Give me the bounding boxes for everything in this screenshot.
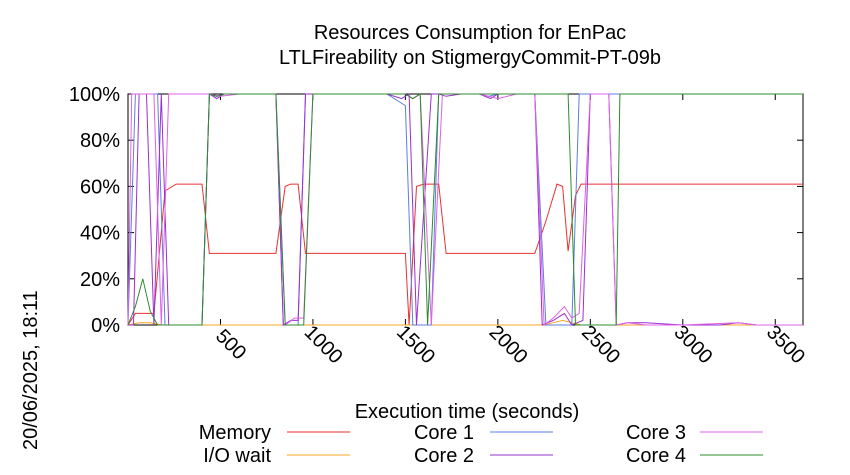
series-line-core-1 <box>127 93 803 326</box>
x-tick-label: 500 <box>211 325 250 364</box>
series-lines <box>127 93 803 326</box>
series-line-memory <box>127 183 803 326</box>
x-tick-label: 3500 <box>762 321 809 368</box>
legend-label-core-1: Core 1 <box>414 422 474 444</box>
series-line-core-4 <box>127 93 803 326</box>
chart-title: Resources Consumption for EnPac <box>314 22 626 44</box>
x-axis-label: Execution time (seconds) <box>355 401 580 423</box>
plot-frame <box>127 93 804 326</box>
y-tick-label: 0% <box>91 315 120 337</box>
x-tick-label: 1000 <box>300 321 347 368</box>
x-tick-label: 2500 <box>577 321 624 368</box>
y-tick-label: 20% <box>80 269 120 291</box>
legend-label-core-2: Core 2 <box>414 445 474 467</box>
y-tick-label: 80% <box>80 130 120 152</box>
chart-subtitle: LTLFireability on StigmergyCommit-PT-09b <box>279 47 661 69</box>
y-tick-label: 60% <box>80 176 120 198</box>
x-tick-label: 2000 <box>485 321 532 368</box>
legend-label-core-4: Core 4 <box>626 445 686 467</box>
y-axis: 0% 20% 40% 60% 80% 100% <box>69 84 803 337</box>
legend-label-i-o-wait: I/O wait <box>203 445 271 467</box>
legend-label-core-3: Core 3 <box>626 422 686 444</box>
y-tick-label: 40% <box>80 223 120 245</box>
legend-label-memory: Memory <box>199 422 271 444</box>
series-line-core-2 <box>128 93 803 326</box>
timestamp-label: 20/06/2025, 18:11 <box>20 290 42 450</box>
series-line-core-3 <box>127 93 803 326</box>
x-tick-label: 1500 <box>392 321 439 368</box>
y-tick-label: 100% <box>69 84 120 106</box>
x-tick-label: 3000 <box>670 321 717 368</box>
